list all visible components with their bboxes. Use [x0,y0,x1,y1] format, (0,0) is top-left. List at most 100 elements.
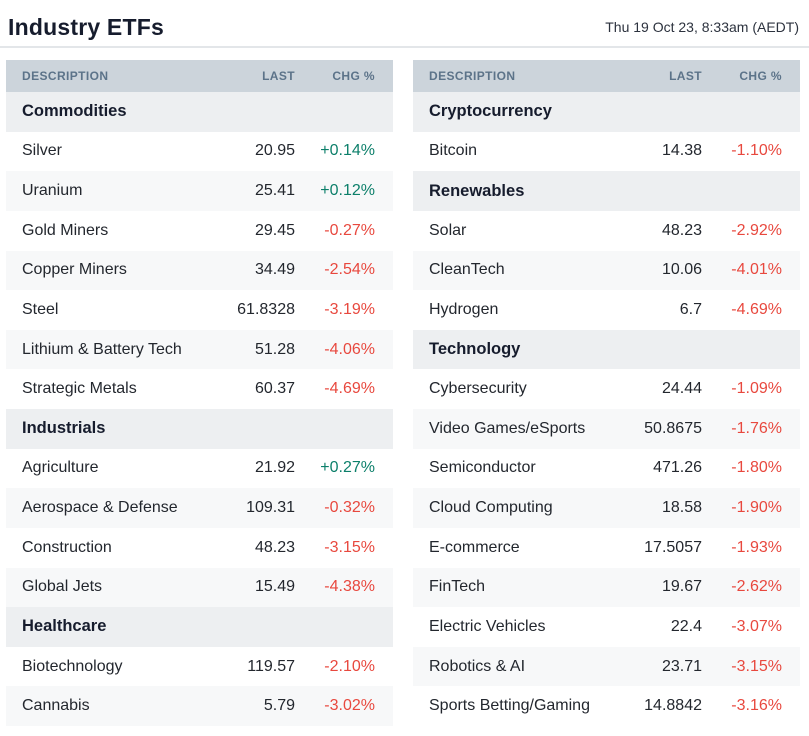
etf-change-percent: -1.80% [731,459,782,477]
table-row: Global Jets 15.49 -4.38% [6,567,393,608]
table-row: Video Games/eSports 50.8675 -1.76% [413,409,800,449]
column-header-description: DESCRIPTION [22,69,109,83]
etf-change-percent: +0.27% [320,459,375,477]
etf-description: Biotechnology [22,657,123,675]
table-column-headers: DESCRIPTION LAST CHG % [413,60,800,92]
etf-last-price: 17.5057 [644,538,702,556]
etf-change-percent: -2.10% [324,657,375,675]
etf-change-percent: -4.69% [731,300,782,318]
etf-change-percent: -3.19% [324,300,375,318]
etf-last-price: 6.7 [679,300,702,318]
etf-description: Robotics & AI [429,657,526,675]
table-row: CleanTech 10.06 -4.01% [413,250,800,291]
etf-description: Hydrogen [429,300,499,318]
etf-last-price: 109.31 [246,499,295,517]
table-row: Construction 48.23 -3.15% [6,527,393,568]
etf-last-price: 51.28 [254,340,295,358]
section-header-cryptocurrency: Cryptocurrency [413,92,800,132]
etf-change-percent: -1.93% [731,538,782,556]
page-header: Industry ETFs Thu 19 Oct 23, 8:33am (AED… [0,0,809,42]
section-header-industrials: Industrials [6,409,393,449]
table-row: Steel 61.8328 -3.19% [6,290,393,330]
etf-last-price: 10.06 [661,261,702,279]
etf-last-price: 23.71 [661,657,702,675]
etf-description: Uranium [22,182,83,200]
etf-description: Strategic Metals [22,380,137,398]
etf-last-price: 20.95 [254,142,295,160]
table-row: Semiconductor 471.26 -1.80% [413,448,800,489]
section-title: Renewables [429,181,525,200]
etf-last-price: 60.37 [254,380,295,398]
etf-change-percent: -3.02% [324,697,375,715]
section-title: Healthcare [22,617,107,636]
etf-last-price: 48.23 [254,538,295,556]
etf-change-percent: -4.38% [324,578,375,596]
etf-last-price: 34.49 [254,261,295,279]
etf-change-percent: +0.14% [320,142,375,160]
table-row: Copper Miners 34.49 -2.54% [6,250,393,291]
etf-description: FinTech [429,578,486,596]
etf-description: CleanTech [429,261,505,279]
etf-last-price: 471.26 [653,459,702,477]
etf-change-percent: -2.54% [324,261,375,279]
etf-change-percent: -4.06% [324,340,375,358]
section-title: Technology [429,340,521,359]
table-row: Agriculture 21.92 +0.27% [6,448,393,489]
etf-tables: DESCRIPTION LAST CHG % Commodities Silver 20.… [6,60,800,726]
table-row: Biotechnology 119.57 -2.10% [6,646,393,687]
etf-description: E-commerce [429,538,520,556]
etf-last-price: 18.58 [661,499,702,517]
table-row: FinTech 19.67 -2.62% [413,567,800,608]
table-row: Lithium & Battery Tech 51.28 -4.06% [6,329,393,370]
section-header-commodities: Commodities [6,92,393,132]
table-row: Strategic Metals 60.37 -4.69% [6,369,393,409]
table-row: Bitcoin 14.38 -1.10% [413,131,800,172]
etf-description: Cybersecurity [429,380,527,398]
table-row: Sports Betting/Gaming 14.8842 -3.16% [413,686,800,726]
etf-description: Sports Betting/Gaming [429,697,590,715]
etf-description: Silver [22,142,63,160]
column-header-last: LAST [669,69,702,83]
etf-change-percent: -1.09% [731,380,782,398]
etf-description: Global Jets [22,578,103,596]
etf-description: Gold Miners [22,221,109,239]
section-title: Commodities [22,102,127,121]
etf-description: Steel [22,300,59,318]
etf-last-price: 21.92 [254,459,295,477]
etf-change-percent: -4.69% [324,380,375,398]
etf-description: Cloud Computing [429,499,553,517]
etf-description: Cannabis [22,697,90,715]
etf-change-percent: +0.12% [320,182,375,200]
section-header-renewables: Renewables [413,171,800,211]
etf-table-right: DESCRIPTION LAST CHG % Cryptocurrency Bitcoi… [413,60,800,726]
table-row: E-commerce 17.5057 -1.93% [413,527,800,568]
section-title: Cryptocurrency [429,102,552,121]
etf-description: Lithium & Battery Tech [22,340,182,358]
etf-last-price: 25.41 [254,182,295,200]
table-column-headers: DESCRIPTION LAST CHG % [6,60,393,92]
table-row: Hydrogen 6.7 -4.69% [413,290,800,330]
etf-table-left: DESCRIPTION LAST CHG % Commodities Silver 20.… [6,60,393,726]
etf-description: Agriculture [22,459,99,477]
etf-change-percent: -0.27% [324,221,375,239]
column-header-last: LAST [262,69,295,83]
etf-change-percent: -3.16% [731,697,782,715]
etf-description: Electric Vehicles [429,617,546,635]
etf-change-percent: -3.15% [731,657,782,675]
etf-last-price: 19.67 [661,578,702,596]
timestamp: Thu 19 Oct 23, 8:33am (AEDT) [605,19,799,35]
etf-change-percent: -2.92% [731,221,782,239]
etf-last-price: 50.8675 [644,419,702,437]
etf-change-percent: -2.62% [731,578,782,596]
etf-change-percent: -1.10% [731,142,782,160]
table-row: Silver 20.95 +0.14% [6,131,393,172]
table-row: Robotics & AI 23.71 -3.15% [413,646,800,687]
etf-change-percent: -1.76% [731,419,782,437]
column-header-description: DESCRIPTION [429,69,516,83]
page-title: Industry ETFs [8,13,164,40]
table-row: Electric Vehicles 22.4 -3.07% [413,607,800,647]
etf-last-price: 15.49 [254,578,295,596]
table-row: Aerospace & Defense 109.31 -0.32% [6,488,393,528]
etf-change-percent: -1.90% [731,499,782,517]
etf-change-percent: -3.07% [731,617,782,635]
